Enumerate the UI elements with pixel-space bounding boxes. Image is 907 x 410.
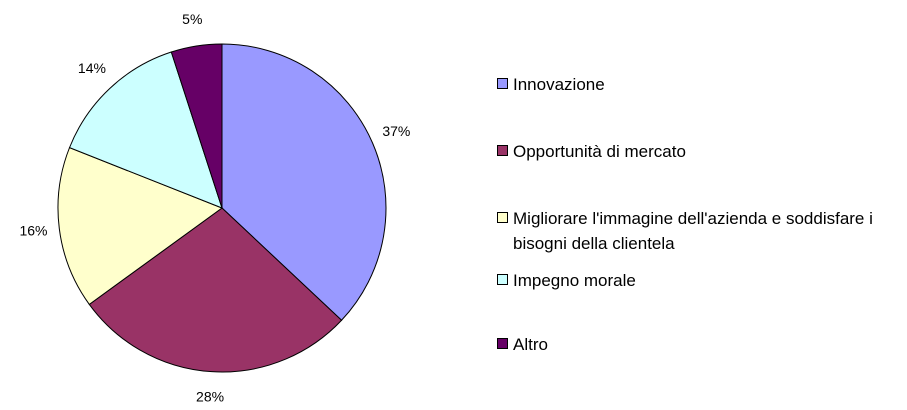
- data-label: 5%: [182, 11, 202, 27]
- pie-slice: [170, 43, 223, 209]
- legend-label: Impegno morale: [513, 271, 636, 290]
- legend-item: Innovazione: [497, 72, 902, 97]
- legend-label: Migliorare l'immagine dell'azienda e sod…: [513, 209, 873, 253]
- data-label: 16%: [19, 223, 47, 239]
- data-label: 28%: [196, 388, 224, 404]
- legend-swatch: [497, 338, 508, 349]
- legend-item: Altro: [497, 332, 902, 357]
- legend-label: Altro: [513, 335, 548, 354]
- legend-label: Innovazione: [513, 75, 605, 94]
- legend-item: Impegno morale: [497, 268, 902, 293]
- legend-item: Opportunità di mercato: [497, 139, 902, 164]
- legend-swatch: [497, 78, 508, 89]
- data-label: 37%: [382, 123, 410, 139]
- legend-swatch: [497, 274, 508, 285]
- pie-slice: [221, 43, 387, 321]
- legend-label: Opportunità di mercato: [513, 142, 686, 161]
- data-label: 14%: [78, 60, 106, 76]
- legend-swatch: [497, 145, 508, 156]
- pie-slice: [88, 207, 343, 373]
- legend-item: Migliorare l'immagine dell'azienda e sod…: [497, 206, 902, 256]
- pie-slice: [57, 146, 224, 306]
- legend-swatch: [497, 212, 508, 223]
